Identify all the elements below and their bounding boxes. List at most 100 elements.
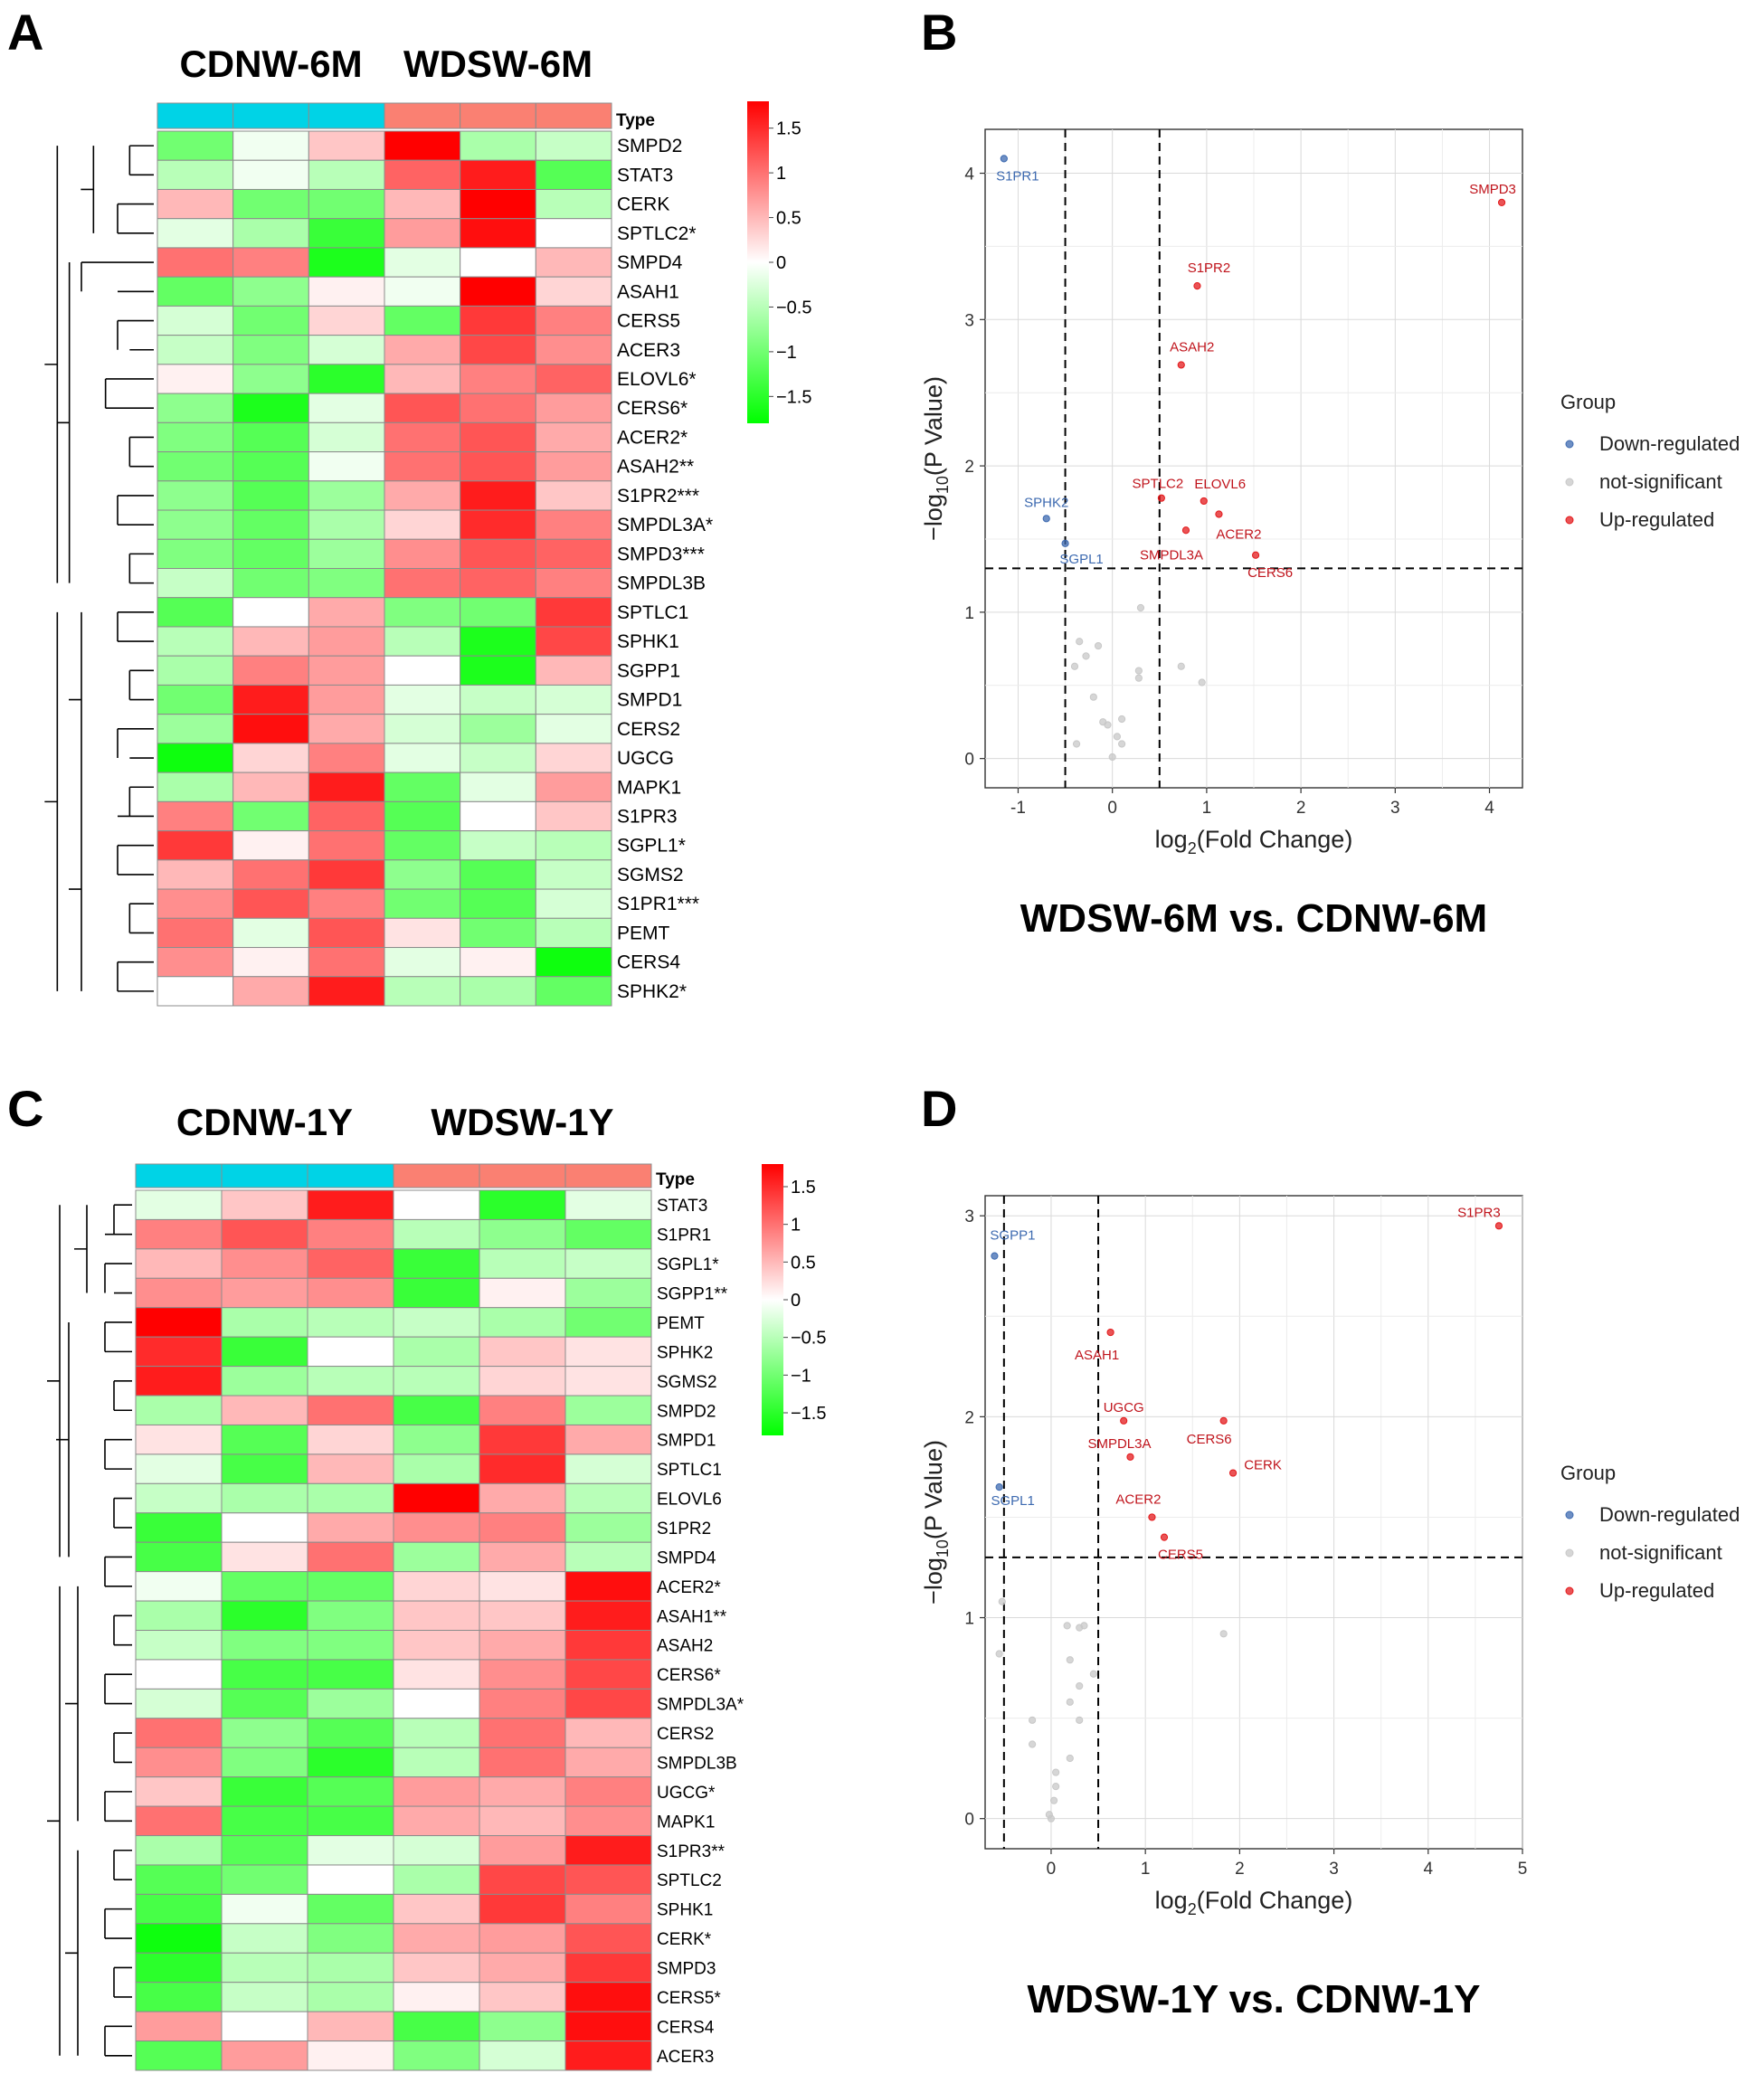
heatmap-cell: [221, 1248, 308, 1279]
heatmap-cell: [221, 1218, 308, 1250]
y-tick-label: 2: [964, 458, 974, 477]
heatmap-cell: [156, 247, 234, 278]
heatmap-cell: [384, 247, 461, 278]
point-cerk: [1228, 1469, 1238, 1477]
heatmap-cell: [393, 1688, 480, 1719]
heatmap-cell: [156, 888, 234, 919]
x-axis-label: log2(Fold Change): [1155, 826, 1353, 857]
heatmap-cell: [460, 421, 536, 453]
heatmap-cell: [156, 568, 234, 599]
heatmap-cell: [384, 655, 461, 686]
row-label-cerk: CERK: [617, 194, 669, 215]
point-ns: [1076, 1681, 1084, 1690]
point-label-acer2: ACER2: [1216, 526, 1261, 542]
heatmap-cell: [393, 1805, 480, 1837]
point-ns: [1029, 1716, 1037, 1724]
heatmap-panel-c: CDNW-1Y WDSW-1Y Type STAT3 S1PR1 SGPL1* SGPP1*…: [47, 1101, 826, 2071]
heatmap-cell: [564, 1336, 652, 1368]
heatmap-cell: [135, 2040, 223, 2071]
heatmap-cell: [307, 1248, 394, 1279]
row-label-stat3: STAT3: [657, 1197, 707, 1216]
point-ns: [1198, 678, 1206, 686]
heatmap-cell: [393, 1571, 480, 1602]
heatmap-cell: [393, 1718, 480, 1748]
x-tick-label: -1: [1010, 799, 1026, 818]
heatmap-cell: [307, 1366, 394, 1397]
group-title-treated: WDSW-6M: [403, 43, 593, 85]
heatmap-cell: [307, 1277, 394, 1309]
row-label-sptlc1: SPTLC1: [617, 602, 688, 623]
heatmap-cell: [156, 859, 234, 890]
heatmap-cell: [232, 626, 309, 657]
y-tick-label: 4: [964, 166, 974, 185]
heatmap-cell: [460, 830, 536, 861]
heatmap-cell: [460, 917, 536, 949]
heatmap-cell: [156, 509, 234, 540]
heatmap-cell: [135, 1248, 223, 1279]
point-ns: [1063, 1622, 1071, 1630]
heatmap-cell: [535, 800, 612, 832]
heatmap-cell: [479, 1718, 566, 1748]
heatmap-cell: [384, 188, 461, 220]
type-cell: [393, 1163, 480, 1188]
row-label-cers4: CERS4: [617, 952, 680, 973]
heatmap-cell: [307, 1982, 394, 2012]
heatmap-cell: [156, 947, 234, 978]
heatmap-cell: [232, 305, 309, 336]
legend-tick-label: 1: [791, 1216, 801, 1236]
type-cell: [460, 102, 536, 129]
heatmap-cell: [384, 917, 461, 949]
heatmap-cell: [221, 1864, 308, 1895]
heatmap-cell: [393, 1218, 480, 1250]
heatmap-cell: [564, 1952, 652, 1984]
heatmap-cell: [384, 597, 461, 628]
heatmap-cell: [221, 1688, 308, 1719]
heatmap-cell: [460, 568, 536, 599]
heatmap-cell: [479, 1952, 566, 1984]
heatmap-cell: [479, 1923, 566, 1954]
row-label-elovl6: ELOVL6*: [617, 369, 697, 390]
heatmap-cell: [384, 684, 461, 715]
heatmap-cell: [393, 1923, 480, 1954]
point-label-ugcg: UGCG: [1104, 1400, 1144, 1415]
heatmap-cell: [135, 1600, 223, 1631]
point-s1pr1: [1000, 155, 1008, 163]
point-label-s1pr1: S1PR1: [996, 168, 1039, 184]
heatmap-cell: [393, 1395, 480, 1425]
plot-area: [984, 1195, 1523, 1850]
heatmap-cell: [308, 772, 385, 802]
volcano-panel-d: 0 1 2 3 4 5 0 1 2 3 SGPP1 SGPL1 S1PR3 ASAH1 UGCG CERS6 S…: [920, 1195, 1740, 2021]
point-s1pr3: [1494, 1222, 1503, 1230]
heatmap-cell: [308, 743, 385, 773]
point-sptlc2: [1157, 494, 1165, 502]
row-label-smpd2: SMPD2: [657, 1402, 716, 1421]
type-cell: [308, 102, 385, 129]
y-tick-label: 3: [964, 1207, 974, 1226]
heatmap-cell: [135, 1482, 223, 1514]
y-tick-label: 1: [964, 604, 974, 623]
point-sgpp1: [991, 1252, 999, 1260]
heatmap-cell: [460, 714, 536, 744]
heatmap-cell: [535, 509, 612, 540]
group-title-treated: WDSW-1Y: [431, 1101, 613, 1143]
heatmap-cell: [221, 1453, 308, 1484]
heatmap-cell: [384, 538, 461, 569]
row-label-cers5: CERS5: [617, 311, 680, 332]
heatmap-cell: [535, 247, 612, 278]
heatmap-cell: [135, 1923, 223, 1954]
heatmap-cell: [156, 714, 234, 744]
heatmap-cell: [308, 159, 385, 190]
heatmap-cell: [479, 1571, 566, 1602]
heatmap-cell: [535, 451, 612, 482]
point-ns: [1066, 1754, 1074, 1763]
heatmap-cell: [393, 1541, 480, 1573]
point-ns: [1047, 1814, 1056, 1823]
heatmap-cell: [460, 218, 536, 249]
legend-tick-label: −1.5: [776, 387, 811, 407]
point-ns: [1089, 1670, 1097, 1678]
heatmap-cell: [460, 684, 536, 715]
heatmap-cell: [232, 568, 309, 599]
heatmap-cell: [307, 1718, 394, 1748]
heatmap-cell: [221, 1189, 308, 1220]
row-label-elovl6: ELOVL6: [657, 1491, 722, 1510]
